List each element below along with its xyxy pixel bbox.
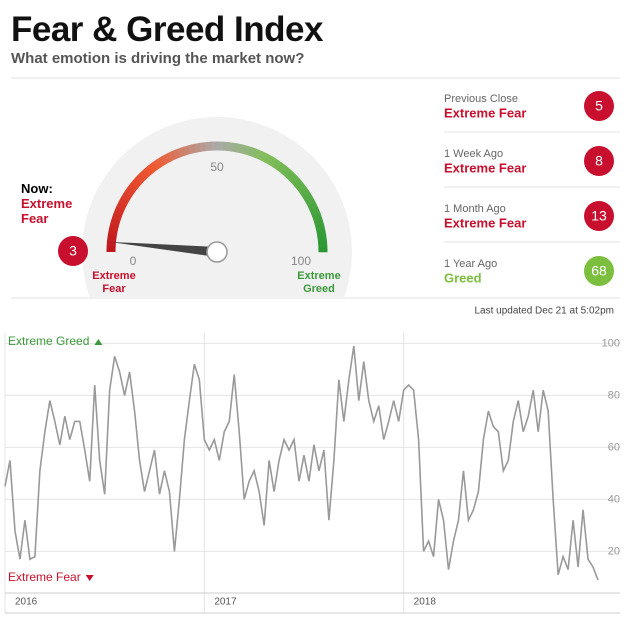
history-label: 1 Month Ago [444, 203, 506, 215]
gauge-arc-segment [107, 228, 118, 237]
history-label: 1 Week Ago [444, 148, 503, 160]
gauge-arc-segment [156, 156, 167, 167]
gauge-arc-segment [177, 146, 186, 158]
gauge-arc-segment [110, 217, 121, 226]
gauge-arc-segment [113, 206, 125, 216]
gauge-arc-segment [152, 159, 162, 170]
y-tick-label: 80 [608, 389, 620, 401]
gauge-arc-segment [232, 142, 241, 153]
gauge-arc-segment [309, 207, 321, 216]
gauge-arc-segment [292, 178, 304, 189]
index-line [4, 345, 599, 581]
history-rating: Extreme Fear [444, 160, 526, 175]
gauge-arc-segment [248, 146, 257, 158]
gauge-arc-segment [116, 201, 127, 211]
now-label: Now: [21, 181, 53, 196]
history-value: 5 [595, 98, 603, 114]
gauge-arc-segment [134, 173, 146, 185]
gauge-arc-segment [263, 153, 273, 165]
gauge-arc-segment [288, 173, 300, 185]
gauge-arc-segment [111, 212, 123, 221]
gauge-arc-segment [304, 196, 316, 207]
gauge-arc-segment [243, 145, 252, 156]
gauge-arc-segment [199, 142, 207, 152]
gauge-arc-segment [295, 182, 307, 193]
title: Fear & Greed Index [11, 10, 323, 49]
gauge-tick-label: 100 [291, 254, 311, 268]
gauge-needle [109, 241, 218, 257]
gauge-arc-segment [124, 186, 136, 197]
gauge-arc-segment [107, 234, 117, 242]
gauge-arc-segment [108, 223, 120, 231]
chart-annotation: Extreme Greed [8, 334, 89, 348]
gauge-arc-segment [182, 145, 192, 156]
chart-annotation: Extreme Fear [8, 570, 81, 584]
gauge-arc-segment [166, 150, 176, 162]
subtitle: What emotion is driving the market now? [11, 50, 305, 67]
y-tick-label: 20 [608, 545, 620, 557]
history-label: Previous Close [444, 93, 518, 105]
gauge-arc-segment [147, 162, 158, 174]
gauge-arc-segment [238, 143, 246, 155]
gauge-arc-segment [299, 187, 310, 197]
gauge-arc-segment [194, 142, 202, 153]
gauge-arc-segment [227, 142, 235, 152]
gauge-background [82, 117, 352, 298]
gauge-arc-segment [267, 156, 278, 168]
x-tick-label: 2017 [214, 597, 237, 608]
gauge-arc-segment [313, 217, 324, 227]
history-bubble [584, 201, 614, 231]
gauge-arc-segment [302, 191, 313, 202]
history-rating: Extreme Fear [444, 105, 526, 120]
gauge-arc-segment [317, 234, 327, 242]
gauge-tick-label: 0 [130, 254, 137, 268]
gauge-arc-segment [311, 212, 323, 221]
y-tick-label: 60 [608, 441, 620, 453]
last-updated: Last updated Dec 21 at 5:02pm [474, 306, 614, 317]
gauge-arc-segment [280, 166, 292, 177]
gauge-value: 3 [69, 243, 77, 259]
gauge-tick-label: 50 [210, 160, 224, 174]
gauge-arc-segment [138, 169, 150, 181]
gauge-arc-segment [143, 165, 154, 177]
history-bubble [584, 146, 614, 176]
annotation-arrow [94, 339, 103, 345]
gauge-arc-segment [172, 148, 181, 160]
gauge-arc-segment [188, 143, 197, 154]
gauge-value-bubble [58, 236, 88, 266]
gauge-arc-segment [258, 151, 268, 162]
gauge-arc-segment [307, 201, 319, 211]
now-block: Now: Extreme Fear [21, 181, 81, 226]
history-rating: Greed [444, 270, 482, 285]
history-rating: Extreme Fear [444, 215, 526, 230]
gauge-min-label: Extreme Fear [92, 270, 136, 295]
history-value: 68 [591, 263, 607, 279]
gauge-arc-segment [161, 153, 172, 165]
gauge-arc-segment [272, 159, 283, 171]
gauge-arc-segment [284, 169, 296, 181]
y-tick-label: 100 [602, 337, 620, 349]
gauge-arc-segment [131, 177, 142, 189]
gauge-arc-segment [315, 223, 326, 232]
annotation-arrow [85, 575, 94, 581]
gauge-arc-segment [316, 229, 327, 237]
gauge-arc-segment [127, 182, 139, 193]
history-bubble [584, 256, 614, 286]
now-rating: Extreme Fear [21, 196, 73, 226]
gauge-arc-segment [121, 191, 133, 202]
gauge-arc-segment [276, 162, 287, 174]
history-bubble [584, 91, 614, 121]
gauge-arc-segment [118, 196, 130, 206]
gauge-hub [206, 241, 228, 263]
x-tick-label: 2016 [15, 597, 38, 608]
x-tick-label: 2018 [414, 597, 437, 608]
y-tick-label: 40 [608, 493, 620, 505]
history-value: 13 [591, 208, 607, 224]
history-value: 8 [595, 153, 603, 169]
gauge-arc-segment [253, 148, 263, 160]
gauge-max-label: Extreme Greed [297, 270, 341, 295]
history-label: 1 Year Ago [444, 258, 497, 270]
